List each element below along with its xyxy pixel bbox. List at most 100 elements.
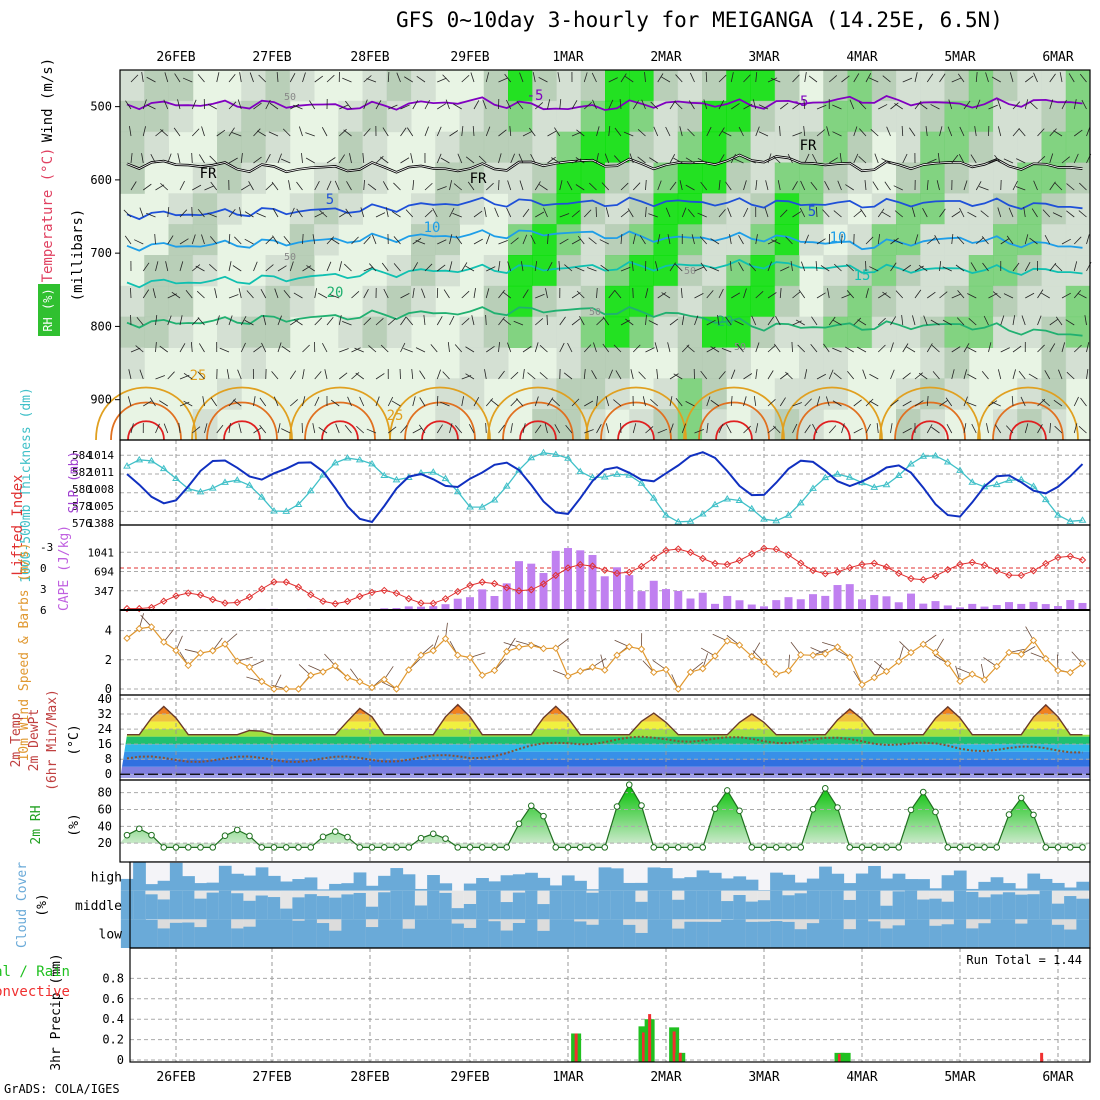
cloud-bar-middle <box>831 890 845 920</box>
rh-marker <box>1042 844 1050 851</box>
li-marker <box>968 558 976 567</box>
wind-barb <box>461 290 470 299</box>
wind-barb-10m <box>224 633 238 645</box>
wind-marker <box>405 666 413 674</box>
temp-band <box>120 714 1090 722</box>
wind-barb <box>178 423 181 434</box>
wind-barb <box>522 423 526 434</box>
li-marker <box>809 566 817 575</box>
rh-cell <box>1041 100 1067 133</box>
rh-cell <box>774 100 800 133</box>
wind-barb <box>1037 344 1045 353</box>
rh-cell <box>920 316 945 348</box>
wind-barb <box>261 342 267 353</box>
cloud-bar-high <box>929 888 943 891</box>
wind-barb <box>449 130 459 137</box>
wind-barb <box>160 182 169 191</box>
wind-barb <box>832 319 842 326</box>
wind-barb <box>675 74 683 83</box>
wind-barb <box>975 237 985 245</box>
rh-cell <box>774 162 800 194</box>
cloud-bar-middle <box>708 890 722 920</box>
wind-barb <box>853 317 862 326</box>
wind-barb <box>1029 101 1038 110</box>
wind-barb <box>296 181 303 191</box>
wind-barb <box>142 289 150 299</box>
wind-barb <box>366 428 377 434</box>
wind-barb <box>369 263 377 272</box>
thickness-marker <box>662 511 670 518</box>
cloud-bar-middle <box>574 890 587 920</box>
wind-barb <box>547 130 557 137</box>
cloud-bar-middle <box>525 890 538 920</box>
rh-cell <box>120 131 145 163</box>
wind-barb <box>135 345 144 353</box>
wind-barb <box>253 345 262 353</box>
li-marker <box>956 560 964 569</box>
wind-barb <box>816 396 821 407</box>
wind-barb <box>1080 397 1087 407</box>
wind-barb <box>449 423 453 434</box>
li-marker <box>919 575 927 584</box>
wind-barb <box>706 423 709 434</box>
cloud-bar-high <box>635 882 649 891</box>
precip-convective-bar <box>1040 1052 1044 1062</box>
cloud-bar-low <box>316 923 330 948</box>
li-marker <box>258 585 266 593</box>
rh-cell <box>556 255 582 287</box>
wind-barb <box>449 261 453 272</box>
ytick-label: 900 <box>90 393 112 407</box>
rh-cell <box>726 316 751 348</box>
wind-barb <box>339 372 348 380</box>
rh-cell <box>1017 162 1042 194</box>
rh-marker <box>932 808 939 816</box>
rh-cell <box>459 316 485 348</box>
wind-ylabel: 10m Wind Speed & Barbs (m/s) <box>17 542 32 761</box>
wind-barb <box>914 234 919 245</box>
rh-marker <box>331 828 339 835</box>
cloud-bar-middle <box>463 903 477 920</box>
wind-barb <box>906 346 916 353</box>
rh-marker <box>123 831 131 839</box>
wind-barb <box>687 209 695 218</box>
wind-barb <box>655 261 659 272</box>
wind-barb <box>363 317 372 326</box>
wind-barb <box>957 236 965 245</box>
wind-barb <box>926 396 929 407</box>
wind-barb <box>697 157 707 164</box>
wind-barb <box>654 342 659 353</box>
wind-barb <box>228 261 232 272</box>
wind-barb <box>614 127 622 137</box>
wind-barb <box>288 180 291 191</box>
wind-barb-10m <box>790 641 802 656</box>
rh-cell <box>362 70 388 102</box>
wind-barb <box>277 423 281 434</box>
wind-barb <box>354 347 364 353</box>
li-marker <box>221 599 229 607</box>
contour-label: 10 <box>424 220 441 236</box>
cloud-bar-low <box>721 919 734 948</box>
wind-barb <box>877 344 886 353</box>
wind-barb <box>375 212 386 218</box>
wind-barb <box>244 319 254 326</box>
wind-barb <box>558 261 561 272</box>
wind-barb <box>839 153 842 164</box>
wind-barb <box>263 315 267 326</box>
wind-barb <box>289 370 297 380</box>
wind-barb <box>473 210 483 218</box>
minmax-ylabel: (6hr Min/Max) <box>45 689 60 791</box>
wind-barb <box>803 126 806 137</box>
rh-cell <box>265 70 291 102</box>
wind-barb <box>574 266 585 272</box>
wind-barb <box>449 180 453 191</box>
wind-barb <box>183 400 193 407</box>
wind-barb <box>1037 424 1043 434</box>
cloud-bar-high <box>819 866 832 891</box>
wind-barb <box>992 291 1002 299</box>
rh-cell <box>605 316 630 348</box>
cloud-bar-high <box>537 877 551 891</box>
wind-marker <box>846 653 854 662</box>
rh-marker <box>246 832 253 840</box>
rh-marker <box>711 805 719 813</box>
cloud-bar-middle <box>855 890 869 920</box>
